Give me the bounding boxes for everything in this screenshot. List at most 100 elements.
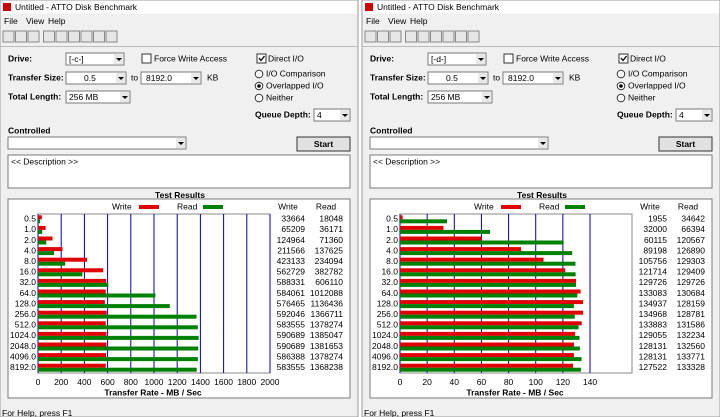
window-title: Untitled - ATTO Disk Benchmark	[15, 2, 138, 12]
menu-item[interactable]: File	[366, 16, 380, 26]
y-tick-label: 2048.0	[372, 341, 398, 351]
write-value: 588331	[277, 277, 306, 287]
toolbar-button[interactable]	[94, 31, 105, 42]
read-bar	[400, 219, 447, 223]
toolbar-button[interactable]	[365, 31, 376, 42]
write-value: 583555	[277, 362, 306, 372]
neither-radio[interactable]	[255, 94, 263, 102]
total-length-combo-text: 256 MB	[431, 92, 461, 102]
force-write-checkbox[interactable]	[142, 54, 151, 63]
toolbar-button[interactable]	[431, 31, 442, 42]
table-header: Write	[278, 201, 298, 211]
io-comparison-label: I/O Comparison	[266, 68, 326, 78]
menu-item[interactable]: File	[4, 16, 18, 26]
x-tick-label: 600	[101, 377, 115, 387]
drive-label: Drive:	[8, 53, 32, 63]
toolbar-button[interactable]	[443, 31, 454, 42]
read-value: 128159	[677, 298, 706, 308]
read-value: 382782	[315, 267, 344, 277]
x-tick-label: 1000	[145, 377, 164, 387]
direct-io-checkbox[interactable]	[619, 54, 628, 63]
direct-io-label: Direct I/O	[268, 53, 304, 63]
controlled-combo[interactable]	[8, 137, 186, 149]
read-value: 129726	[677, 277, 706, 287]
read-value: 133328	[677, 362, 706, 372]
y-tick-label: 8192.0	[372, 362, 398, 372]
write-bar	[38, 247, 63, 251]
write-bar	[38, 321, 106, 325]
menu-item[interactable]: Help	[410, 16, 428, 26]
read-bar	[400, 368, 581, 372]
write-bar	[38, 332, 107, 336]
y-tick-label: 32.0	[381, 277, 398, 287]
write-bar	[38, 311, 107, 315]
write-value: 562729	[277, 267, 306, 277]
y-tick-label: 4096.0	[10, 351, 36, 361]
force-write-checkbox[interactable]	[504, 54, 513, 63]
read-value: 130684	[677, 288, 706, 298]
direct-io-label: Direct I/O	[630, 53, 666, 63]
x-axis-label: Transfer Rate - MB / Sec	[466, 387, 564, 397]
direct-io-checkbox[interactable]	[257, 54, 266, 63]
toolbar-button[interactable]	[56, 31, 67, 42]
read-bar	[38, 368, 197, 372]
write-value: 211566	[277, 245, 305, 255]
write-bar	[400, 268, 565, 272]
read-value: 132234	[677, 330, 706, 340]
write-bar	[38, 237, 52, 241]
toolbar-button[interactable]	[418, 31, 429, 42]
read-value: 129409	[677, 267, 706, 277]
io-comparison-radio[interactable]	[617, 70, 625, 78]
toolbar-button[interactable]	[456, 31, 467, 42]
legend-label: Read	[539, 201, 560, 211]
write-bar	[400, 364, 573, 368]
y-tick-label: 2.0	[24, 235, 36, 245]
menu-item[interactable]: View	[26, 16, 45, 26]
read-value: 120567	[677, 235, 706, 245]
write-bar	[400, 279, 576, 283]
y-tick-label: 8.0	[386, 256, 398, 266]
unit-label: KB	[569, 72, 581, 82]
toolbar-button[interactable]	[16, 31, 27, 42]
controlled-combo[interactable]	[370, 137, 548, 149]
read-bar	[38, 294, 155, 298]
x-tick-label: 800	[124, 377, 138, 387]
total-length-combo-text: 256 MB	[69, 92, 99, 102]
write-bar	[400, 247, 521, 251]
y-tick-label: 16.0	[381, 267, 398, 277]
status-text: For Help, press F1	[2, 408, 73, 417]
toolbar-button[interactable]	[44, 31, 55, 42]
toolbar-button[interactable]	[390, 31, 401, 42]
toolbar-button[interactable]	[3, 31, 14, 42]
toolbar-button[interactable]	[406, 31, 417, 42]
app-icon	[3, 3, 11, 11]
toolbar-button[interactable]	[69, 31, 80, 42]
drive-combo-text: [-d-]	[431, 54, 446, 64]
read-bar	[400, 304, 574, 308]
read-bar	[400, 357, 582, 361]
toolbar-button[interactable]	[81, 31, 92, 42]
toolbar-button[interactable]	[468, 31, 479, 42]
menu-item[interactable]: Help	[48, 16, 66, 26]
write-value: 1955	[648, 214, 667, 224]
description: << Description >>	[11, 156, 78, 166]
y-tick-label: 4.0	[386, 245, 398, 255]
y-tick-label: 256.0	[15, 309, 37, 319]
write-value: 127522	[639, 362, 668, 372]
y-tick-label: 1.0	[386, 224, 398, 234]
toolbar-button[interactable]	[106, 31, 117, 42]
neither-label: Neither	[266, 92, 294, 102]
menu-item[interactable]: View	[388, 16, 407, 26]
unit-label: KB	[207, 72, 219, 82]
write-value: 590689	[277, 341, 306, 351]
x-tick-label: 200	[54, 377, 68, 387]
toolbar-button[interactable]	[378, 31, 389, 42]
io-comparison-radio[interactable]	[255, 70, 263, 78]
toolbar-button[interactable]	[28, 31, 39, 42]
neither-radio[interactable]	[617, 94, 625, 102]
read-value: 1378274	[310, 320, 343, 330]
total-length-label: Total Length:	[370, 91, 423, 101]
y-tick-label: 1024.0	[10, 330, 36, 340]
queue-depth-label: Queue Depth:	[255, 109, 311, 119]
read-bar	[38, 272, 82, 276]
